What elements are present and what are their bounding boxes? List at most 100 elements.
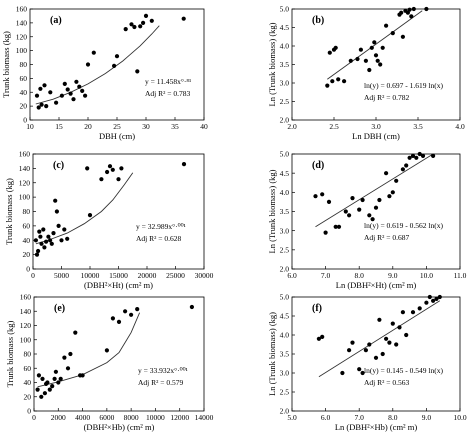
y-tick-label: 5.0 [280,5,290,14]
data-point [68,351,73,357]
x-tick-label: 10.0 [453,413,466,422]
data-point [42,83,47,88]
data-point [323,230,328,235]
adjusted-r2: Adj R² = 0.579 [138,378,183,387]
y-tick-label: 4.5 [280,312,290,321]
data-point [407,7,412,12]
x-tick-label: 25000 [166,271,185,280]
data-point [58,376,63,381]
x-tick-label: 35 [171,122,179,131]
data-point [404,163,409,168]
y-tick-label: 120 [20,321,32,330]
panel-label: (d) [312,160,324,171]
y-tick-label: 2.5 [280,388,290,397]
y-tick-label: 0 [26,265,30,274]
data-point [189,304,194,310]
x-tick-label: 10.0 [420,271,433,280]
x-tick-label: 11.0 [454,271,467,280]
data-point [141,20,146,25]
data-point [149,18,154,23]
data-point [316,336,321,341]
x-tick-label: 10000 [81,271,100,280]
data-point [36,105,41,110]
panel-label: (f) [312,303,322,314]
regression-equation: ln(y) = 0.619 - 0.562 ln(x) [364,221,444,230]
data-point [350,340,355,345]
data-point [44,104,49,109]
y-tick-label: 40 [24,378,32,387]
y-tick-label: 2.0 [280,116,290,125]
fit-line [35,25,160,105]
regression-equation: y = 11.458x°·⁸¹ [145,77,191,86]
data-point [56,223,61,228]
x-axis-label: Ln (DBH²×Hb) (cm² m) [335,422,418,432]
y-tick-label: 40 [20,88,28,97]
y-tick-label: 20 [24,392,32,401]
x-tick-label: 8.0 [355,271,365,280]
data-point [110,316,115,321]
data-point [336,77,341,82]
y-tick-label: 2.0 [280,265,290,274]
data-point [71,97,76,102]
y-tick-label: 60 [23,221,31,230]
data-point [431,153,436,158]
data-point [181,16,186,21]
adjusted-r2: Adj R² = 0.563 [364,378,409,387]
data-point [44,239,49,244]
data-point [54,209,60,214]
x-tick-label: 6000 [99,413,114,422]
data-point [62,355,67,360]
data-point [367,342,372,347]
data-point [65,87,70,92]
x-tick-label: 8000 [124,413,139,422]
data-point [399,10,404,15]
data-point [431,298,436,303]
y-tick-label: 80 [24,350,32,359]
data-point [417,306,422,311]
data-point [51,231,56,236]
data-point [347,348,352,353]
x-tick-label: 25 [113,122,121,131]
data-point [411,6,416,12]
data-point [367,213,372,218]
data-point [380,351,385,357]
chart-panel-2: 2.0 2.5 3.0 3.5 4.0 2.0 2.5 3.0 3.5 4.0 4.5 5.0 Ln D… [267,5,465,141]
data-point [40,376,45,381]
y-axis-label: Ln (Trunk biomass) (kg) [267,312,277,396]
y-tick-label: 100 [19,193,31,202]
data-point [342,79,347,84]
data-point [394,342,399,347]
data-point [437,294,442,300]
data-point [410,310,416,315]
y-tick-label: 20 [23,250,31,259]
data-point [363,348,368,353]
x-tick-label: 15000 [109,271,128,280]
data-point [320,334,325,339]
fit-line [318,300,441,378]
x-tick-label: 8.0 [388,413,398,422]
y-tick-label: 4.0 [280,331,290,340]
y-tick-label: 60 [20,74,28,83]
data-point [400,310,405,315]
data-point [48,238,53,243]
data-point [333,45,338,50]
y-tick-label: 3.5 [280,350,290,359]
data-point [384,23,389,28]
y-tick-label: 5.0 [280,150,290,159]
data-point [105,169,110,175]
data-point [87,213,93,218]
data-point [358,47,363,52]
data-point [104,348,109,353]
data-point [65,236,70,241]
data-point [52,376,57,381]
data-point [45,380,50,385]
panel-label: (e) [54,303,65,314]
regression-equation: y = 32.989x°·⁰⁰¹ [136,222,186,231]
data-point [357,367,362,372]
x-tick-label: 9.0 [422,413,432,422]
regression-equation: y = 33.932x°·⁰⁰¹ [138,366,188,375]
data-point [384,336,389,341]
x-tick-label: 20000 [138,271,157,280]
